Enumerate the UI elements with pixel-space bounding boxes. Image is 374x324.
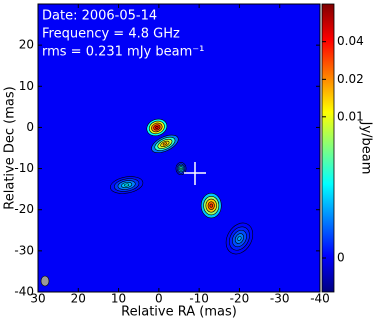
annotation: rms = 0.231 mJy beam⁻¹ — [42, 45, 204, 60]
component — [237, 236, 242, 241]
x-tick-label: 0 — [155, 292, 163, 306]
component — [155, 126, 159, 129]
annotation: Date: 2006-05-14 — [42, 9, 157, 24]
x-tick-label: -40 — [310, 292, 330, 306]
y-tick-label: 0 — [26, 120, 34, 134]
y-tick-label: -40 — [14, 285, 34, 299]
y-tick-label: 10 — [19, 79, 34, 93]
annotation: Frequency = 4.8 GHz — [42, 27, 180, 42]
colorbar-tick-label: 0.01 — [337, 109, 364, 123]
y-tick-label: 20 — [19, 38, 34, 52]
x-tick-label: 20 — [71, 292, 86, 306]
component — [124, 183, 130, 187]
y-axis-label: Relative Dec (mas) — [3, 86, 18, 209]
beam — [40, 275, 50, 287]
map — [110, 118, 254, 255]
x-tick-label: -30 — [270, 292, 290, 306]
position-marker — [184, 162, 206, 185]
colorbar — [321, 3, 335, 293]
y-tick-label: -10 — [14, 161, 34, 175]
x-tick-label: -20 — [230, 292, 250, 306]
y-tick-label: -20 — [14, 202, 34, 216]
y-tick-label: -30 — [14, 243, 34, 257]
plot-frame — [37, 3, 321, 293]
component — [162, 142, 168, 146]
colorbar-tick-label: 0 — [337, 250, 345, 264]
colorbar-tick-label: 0.04 — [337, 34, 364, 48]
colorbar-tick-label: 0.02 — [337, 72, 364, 86]
component — [209, 203, 213, 208]
x-tick-label: -10 — [189, 292, 209, 306]
component — [180, 167, 182, 170]
map-background — [38, 4, 320, 292]
x-tick-label: 10 — [111, 292, 126, 306]
colorbar-label: Jy/beam — [359, 121, 374, 175]
x-tick-label: 30 — [30, 292, 45, 306]
x-axis-label: Relative RA (mas) — [121, 305, 237, 320]
